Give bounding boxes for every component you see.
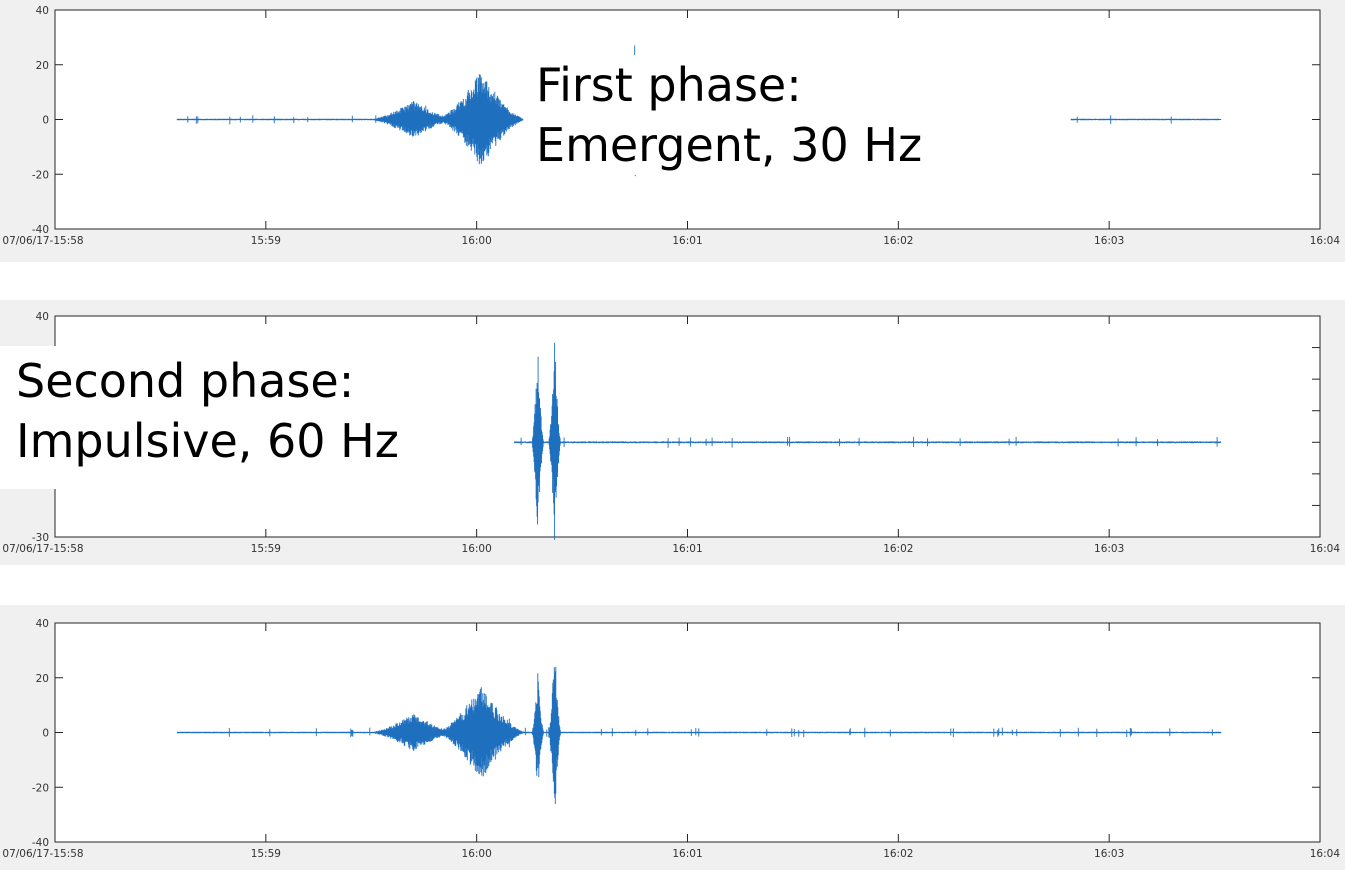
y-tick-label: -40 [32,837,49,849]
y-tick-label: -20 [32,169,49,181]
x-tick-label: 16:02 [883,543,913,555]
waveform-segment-3 [1070,115,1222,124]
second-phase-line1: Second phase: [16,354,355,408]
x-tick-label: 15:59 [251,235,281,247]
x-tick-label: 16:04 [1310,848,1341,860]
y-tick-label: 40 [36,618,49,630]
x-tick-label: 16:03 [1094,235,1124,247]
x-tick-label: 16:01 [672,235,702,247]
second-phase-line2: Impulsive, 60 Hz [16,414,399,468]
y-tick-label: 20 [36,60,49,72]
chart-panel-3: 07/06/17-15:58 15:59 16:00 16:01 16:02 16:03 1… [0,605,1345,870]
y-tick-label: -20 [32,782,49,794]
x-tick-label: 16:01 [672,543,702,555]
y-tick-label: -30 [32,532,49,544]
y-tick-label: 0 [42,115,49,127]
x-tick-label: 16:03 [1094,848,1124,860]
y-tick-label: 20 [36,673,49,685]
x-tick-label: 16:03 [1094,543,1124,555]
x-tick-label: 15:59 [251,848,281,860]
first-phase-annotation: First phase: Emergent, 30 Hz [536,55,923,175]
x-tick-label: 16:04 [1310,543,1341,555]
waveform-segment-1 [176,74,524,165]
second-phase-annotation: Second phase: Impulsive, 60 Hz [0,346,469,489]
x-tick-label: 16:04 [1310,235,1341,247]
x-tick-label: 16:01 [672,848,702,860]
y-tick-label: 40 [36,311,49,323]
x-tick-label: 16:00 [462,848,492,860]
y-tick-label: 40 [36,5,49,17]
x-tick-label: 16:02 [883,848,913,860]
first-phase-line2: Emergent, 30 Hz [536,118,923,172]
x-tick-label: 16:02 [883,235,913,247]
x-tick-label: 16:00 [462,543,492,555]
x-tick-label: 07/06/17-15:58 [2,848,83,860]
y-tick-label: -40 [32,224,49,236]
x-tick-label: 07/06/17-15:58 [2,543,83,555]
x-tick-label: 15:59 [251,543,281,555]
first-phase-line1: First phase: [536,58,802,112]
x-tick-label: 07/06/17-15:58 [2,235,83,247]
waveform-segment-1 [176,666,1222,804]
x-tick-label: 16:00 [462,235,492,247]
y-tick-label: 0 [42,728,49,740]
waveform-segment-1 [514,342,1222,540]
